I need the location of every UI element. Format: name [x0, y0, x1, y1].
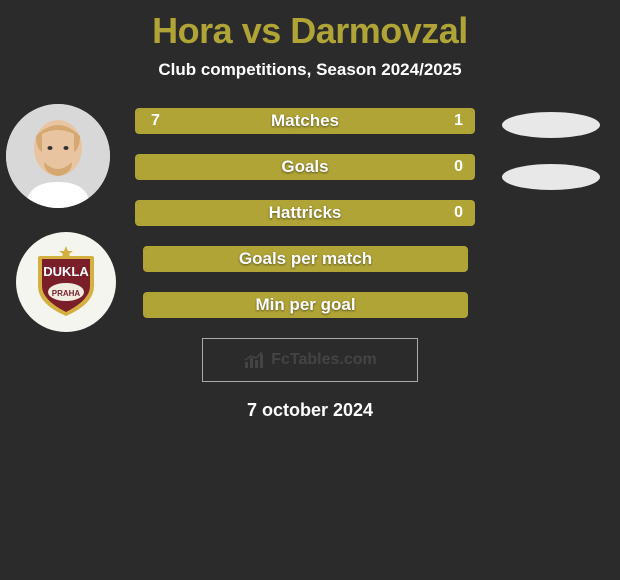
- stats-area: DUKLA PRAHA Matches71Goals0Hattricks0Goa…: [0, 108, 620, 318]
- stat-bar-track: Min per goal: [143, 292, 468, 318]
- watermark-text: FcTables.com: [271, 351, 377, 369]
- stat-label: Goals per match: [145, 248, 466, 270]
- stat-label: Matches: [137, 110, 473, 132]
- player2-column: [502, 112, 602, 216]
- date-text: 7 october 2024: [0, 400, 620, 421]
- comparison-widget: Hora vs Darmovzal Club competitions, Sea…: [0, 0, 620, 421]
- stat-label: Hattricks: [137, 202, 473, 224]
- stat-row: Goals per match: [143, 246, 468, 272]
- player-column: DUKLA PRAHA: [6, 104, 126, 332]
- page-subtitle: Club competitions, Season 2024/2025: [0, 60, 620, 80]
- stat-row: Goals0: [135, 154, 475, 180]
- stat-row: Matches7 1: [135, 108, 475, 134]
- stat-bar-track: Goals0: [135, 154, 475, 180]
- stat-value-right: 1: [454, 110, 463, 132]
- stat-value-right: 0: [454, 202, 463, 224]
- stat-bar-track: Hattricks0: [135, 200, 475, 226]
- stat-row: Hattricks0: [135, 200, 475, 226]
- stat-row: Min per goal: [143, 292, 468, 318]
- stat-bar-track: Matches7 1: [135, 108, 475, 134]
- stat-label: Goals: [137, 156, 473, 178]
- player2-placeholder-2: [502, 164, 600, 190]
- watermark[interactable]: FcTables.com: [202, 338, 418, 382]
- badge-text-bottom: PRAHA: [52, 289, 81, 298]
- chart-icon: [243, 350, 267, 370]
- player1-avatar: [6, 104, 110, 208]
- stat-bar-track: Goals per match: [143, 246, 468, 272]
- stat-value-left: 7: [151, 110, 160, 132]
- page-title: Hora vs Darmovzal: [0, 10, 620, 52]
- player2-placeholder-1: [502, 112, 600, 138]
- stat-value-right: 0: [454, 156, 463, 178]
- stat-label: Min per goal: [145, 294, 466, 316]
- club-badge: DUKLA PRAHA: [16, 232, 116, 332]
- badge-text-top: DUKLA: [43, 264, 89, 279]
